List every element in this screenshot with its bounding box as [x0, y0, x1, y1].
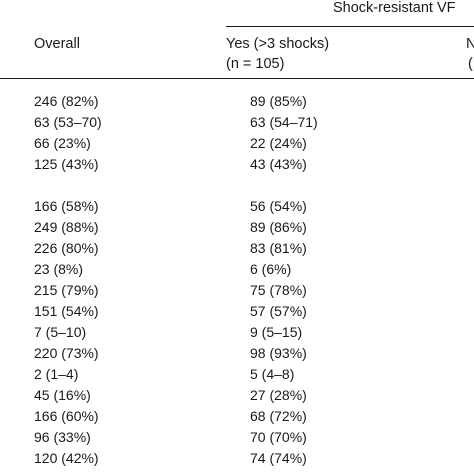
table-cell-yes: 68 (72%) — [250, 408, 307, 424]
table-cell-yes: 63 (54–71) — [250, 114, 318, 130]
column-header-no: N — [466, 36, 474, 52]
table-cell-yes: 6 (6%) — [250, 261, 292, 277]
table-cell-overall: 226 (80%) — [34, 240, 99, 256]
table-cell-overall: 2 (1–4) — [34, 366, 79, 382]
group-underline — [226, 26, 474, 27]
table-cell-overall: 246 (82%) — [34, 93, 99, 109]
table-cell-yes: 56 (54%) — [250, 198, 307, 214]
table-cell-overall: 220 (73%) — [34, 345, 99, 361]
table-cell-overall: 96 (33%) — [34, 429, 91, 445]
table-cell-overall: 125 (43%) — [34, 156, 99, 172]
table-cell-yes: 70 (70%) — [250, 429, 307, 445]
table-cell-yes: 74 (74%) — [250, 450, 307, 466]
table-cell-yes: 5 (4–8) — [250, 366, 295, 382]
column-header-yes: Yes (>3 shocks) — [226, 36, 330, 52]
table-cell-overall: 63 (53–70) — [34, 114, 102, 130]
table-cell-overall: 7 (5–10) — [34, 324, 87, 340]
table-cell-overall: 120 (42%) — [34, 450, 99, 466]
table-cell-yes: 75 (78%) — [250, 282, 307, 298]
table-cell-yes: 89 (86%) — [250, 219, 307, 235]
table-cell-yes: 27 (28%) — [250, 387, 307, 403]
table-cell-overall: 66 (23%) — [34, 135, 91, 151]
table-cell-overall: 215 (79%) — [34, 282, 99, 298]
column-header-overall: Overall — [34, 36, 80, 52]
table-cell-yes: 43 (43%) — [250, 156, 307, 172]
table-cell-yes: 89 (85%) — [250, 93, 307, 109]
table-cell-overall: 45 (16%) — [34, 387, 91, 403]
table-cell-overall: 166 (60%) — [34, 408, 99, 424]
group-title: Shock-resistant VF — [333, 0, 456, 16]
column-header-no-n: ( — [468, 56, 473, 72]
table-cell-yes: 9 (5–15) — [250, 324, 303, 340]
table-cell-overall: 151 (54%) — [34, 303, 99, 319]
table-cell-yes: 98 (93%) — [250, 345, 307, 361]
column-header-yes-n: (n = 105) — [226, 56, 285, 72]
table-cell-yes: 83 (81%) — [250, 240, 307, 256]
table-cell-overall: 23 (8%) — [34, 261, 84, 277]
table-cell-yes: 22 (24%) — [250, 135, 307, 151]
table-cell-overall: 166 (58%) — [34, 198, 99, 214]
header-rule — [0, 78, 474, 79]
table-cell-overall: 249 (88%) — [34, 219, 99, 235]
table-cell-yes: 57 (57%) — [250, 303, 307, 319]
